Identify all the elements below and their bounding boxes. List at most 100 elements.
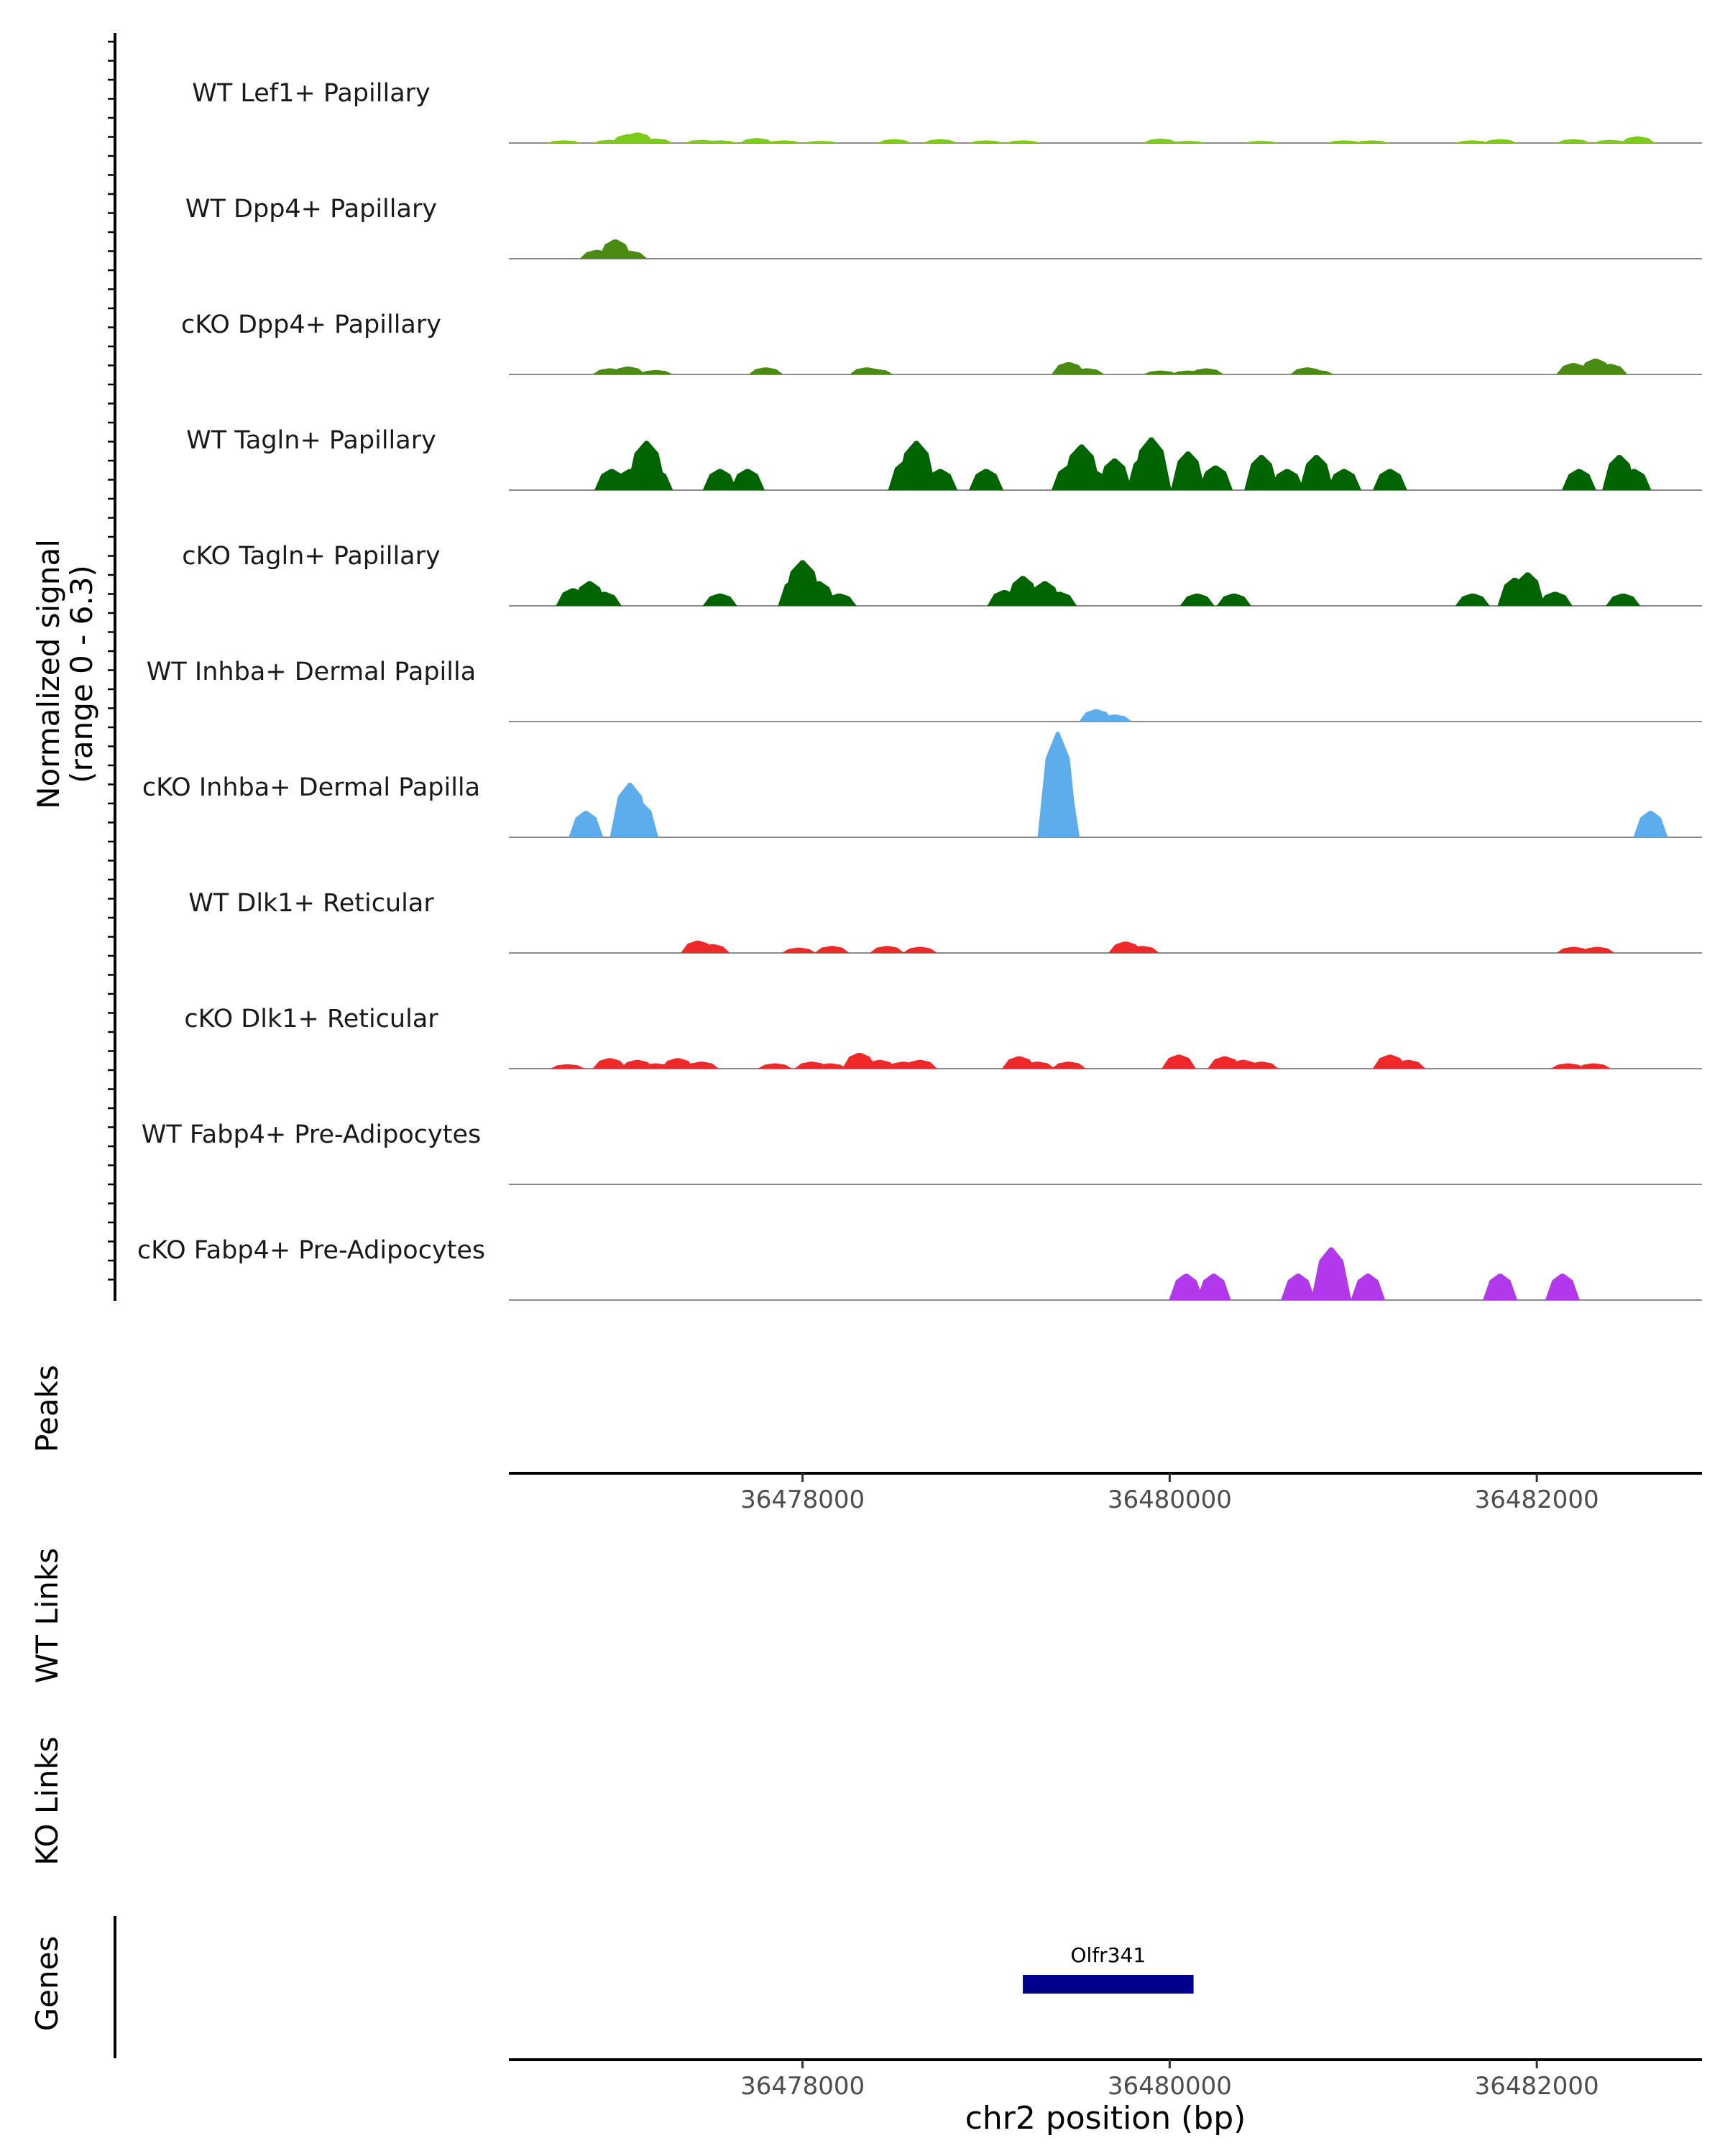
signal-peak <box>1170 141 1205 143</box>
signal-peak <box>1097 714 1132 722</box>
signal-peak <box>1620 136 1655 143</box>
signal-peak <box>702 140 737 143</box>
track-label-wt-fabp4-pre-adipocytes: WT Fabp4+ Pre-Adipocytes <box>142 1120 481 1149</box>
signal-peak <box>1097 459 1132 490</box>
signal-peak <box>1299 455 1334 490</box>
signal-peak <box>1006 140 1041 143</box>
signal-peak <box>1545 1273 1580 1300</box>
signal-peak <box>1125 946 1160 953</box>
signal-peak <box>1550 1063 1586 1069</box>
signal-peak <box>1537 591 1573 606</box>
x-tick-label: 36482000 <box>1475 2072 1599 2101</box>
signal-peak <box>1351 1273 1386 1300</box>
signal-peak <box>1354 140 1389 143</box>
gene-annotations: Olfr341 <box>1023 1943 1194 1994</box>
signal-peak <box>923 139 958 143</box>
peaks-track-label: Peaks <box>29 1365 65 1452</box>
signal-peak <box>862 1059 897 1069</box>
signal-peak <box>1593 139 1628 143</box>
signal-peak <box>1143 138 1178 143</box>
signal-axis-ticks <box>108 40 115 1281</box>
signal-peak <box>1391 1059 1426 1069</box>
track-label-wt-dpp4-papillary: WT Dpp4+ Papillary <box>185 195 437 224</box>
signal-peak <box>702 593 737 606</box>
signal-peak <box>1311 1247 1352 1300</box>
track-wt-fabp4-pre-adipocytes: WT Fabp4+ Pre-Adipocytes <box>142 1120 1702 1185</box>
signal-peak <box>781 947 816 953</box>
signal-peak <box>822 593 857 606</box>
x-tick-label: 36482000 <box>1475 1485 1599 1514</box>
signal-peak <box>1051 1061 1086 1069</box>
signal-peak <box>1020 1061 1055 1069</box>
signal-peak <box>1483 1273 1518 1300</box>
signal-peak <box>586 591 622 606</box>
wt-links-track-label: WT Links <box>29 1548 65 1683</box>
signal-peak <box>1179 593 1215 606</box>
signal-peak <box>660 1058 695 1069</box>
signal-peak <box>1556 139 1591 143</box>
track-label-wt-inhba-dermal-papilla: WT Inhba+ Dermal Papilla <box>147 658 476 686</box>
signal-peak <box>1327 469 1361 490</box>
track-wt-dpp4-papillary: WT Dpp4+ Papillary <box>185 195 1702 259</box>
signal-peak <box>550 1064 585 1069</box>
signal-peak <box>1269 469 1305 490</box>
coverage-tracks: WT Lef1+ Papillary WT Dpp4+ Papillary cKO … <box>137 79 1702 1301</box>
signal-peak <box>623 802 658 837</box>
track-cko-dlk1-reticular: cKO Dlk1+ Reticular <box>184 1005 1702 1069</box>
gene-body <box>1023 1975 1194 1994</box>
genes-x-axis-ticks: 36478000 36480000 36482000 <box>740 2060 1599 2101</box>
track-cko-fabp4-pre-adipocytes: cKO Fabp4+ Pre-Adipocytes <box>137 1236 1702 1301</box>
signal-peak <box>923 469 958 490</box>
ko-links-track-label: KO Links <box>29 1736 65 1866</box>
signal-peak <box>1580 946 1615 953</box>
signal-peak <box>1189 368 1224 374</box>
signal-peak <box>611 367 645 374</box>
signal-peak <box>1455 140 1490 143</box>
signal-peak <box>1244 455 1279 490</box>
signal-peak <box>858 369 893 374</box>
signal-peak <box>1216 593 1251 606</box>
signal-peak <box>969 469 1003 490</box>
track-wt-tagln-papillary: WT Tagln+ Papillary <box>186 426 1702 491</box>
signal-peak <box>1131 437 1172 490</box>
signal-axis-range-label: (range 0 - 6.3) <box>64 565 99 783</box>
signal-peak <box>1483 139 1518 143</box>
track-label-wt-dlk1-reticular: WT Dlk1+ Reticular <box>188 889 434 918</box>
signal-peak <box>1162 1054 1197 1069</box>
track-label-cko-tagln-papillary: cKO Tagln+ Papillary <box>182 542 441 571</box>
signal-peak <box>1042 591 1077 606</box>
signal-peak <box>638 138 673 143</box>
track-label-cko-dlk1-reticular: cKO Dlk1+ Reticular <box>184 1005 438 1033</box>
signal-peak <box>1039 767 1080 837</box>
signal-peak <box>569 811 604 837</box>
signal-peak <box>1372 469 1407 490</box>
signal-peak <box>748 367 783 374</box>
x-tick-label: 36480000 <box>1108 2072 1232 2101</box>
signal-peak <box>1169 1273 1204 1300</box>
signal-peak <box>1561 469 1596 490</box>
signal-peak <box>638 369 673 374</box>
signal-peak <box>804 141 839 143</box>
signal-peak <box>1299 369 1334 374</box>
signal-peak <box>730 469 765 490</box>
track-wt-inhba-dermal-papilla: WT Inhba+ Dermal Papilla <box>147 658 1702 722</box>
x-tick-label: 36478000 <box>740 2072 865 2101</box>
signal-peak <box>1455 593 1490 606</box>
track-label-cko-fabp4-pre-adipocytes: cKO Fabp4+ Pre-Adipocytes <box>137 1236 485 1265</box>
track-label-cko-inhba-dermal-papilla: cKO Inhba+ Dermal Papilla <box>142 773 480 802</box>
signal-peak <box>592 1058 627 1069</box>
signal-peak <box>702 469 737 490</box>
track-label-cko-dpp4-papillary: cKO Dpp4+ Papillary <box>181 310 441 339</box>
track-label-wt-tagln-papillary: WT Tagln+ Papillary <box>186 426 436 455</box>
signal-peak <box>814 946 850 953</box>
signal-peak <box>1327 140 1361 143</box>
signal-peak <box>1143 370 1178 374</box>
signal-peak <box>684 1061 719 1069</box>
signal-peak <box>1196 1273 1231 1300</box>
signal-peak <box>896 441 937 490</box>
signal-peak <box>870 946 905 953</box>
signal-peak <box>758 1063 793 1069</box>
track-cko-tagln-papillary: cKO Tagln+ Papillary <box>182 542 1702 607</box>
signal-peak <box>1510 572 1545 606</box>
